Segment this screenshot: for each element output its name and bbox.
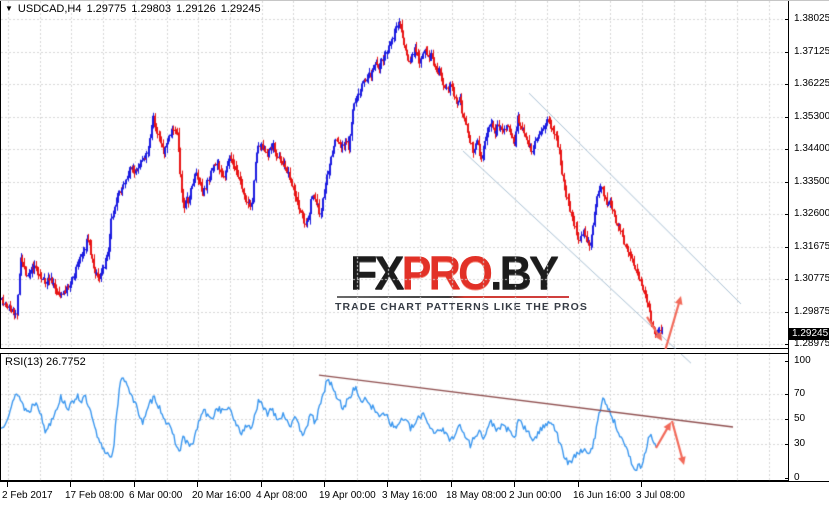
rsi-axis-label: 0 (794, 472, 800, 483)
axis-tick-mark (785, 247, 789, 248)
time-axis-label: 3 Jul 08:00 (636, 490, 685, 501)
axis-tick-mark (785, 478, 789, 479)
time-axis-tick-mark (7, 482, 8, 487)
time-axis-tick-mark (387, 482, 388, 487)
price-axis-label: 1.28975 (794, 338, 829, 349)
axis-tick-mark (785, 394, 789, 395)
time-axis-tick-mark (641, 482, 642, 487)
time-axis-tick-mark (197, 482, 198, 487)
axis-tick-mark (785, 444, 789, 445)
time-axis-tick-mark (261, 482, 262, 487)
ohlc-low: 1.29126 (176, 3, 216, 15)
price-axis-label: 1.32600 (794, 208, 829, 219)
rsi-axis-label: 50 (794, 412, 806, 424)
main-price-pane[interactable]: FXPRO.BY TRADE CHART PATTERNS LIKE THE P… (0, 1, 789, 349)
time-axis-label: 4 Apr 08:00 (256, 490, 308, 501)
axis-tick-mark (785, 344, 789, 345)
axis-tick-mark (785, 52, 789, 53)
rsi-axis-label: 100 (794, 355, 811, 366)
axis-tick-mark (785, 182, 789, 183)
time-axis-tick-mark (451, 482, 452, 487)
time-axis-tick-mark (70, 482, 71, 487)
symbol-dropdown-icon[interactable]: ▼ (5, 4, 13, 13)
price-axis-label: 1.36225 (794, 78, 829, 89)
axis-tick-mark (785, 361, 789, 362)
axis-tick-mark (785, 117, 789, 118)
time-axis-label: 20 Mar 16:00 (192, 490, 251, 501)
axis-tick-mark (785, 19, 789, 20)
rsi-indicator-pane[interactable]: RSI(13) 26.7752 (0, 354, 789, 481)
time-axis-label: 18 May 08:00 (446, 490, 507, 501)
current-price-tag: 1.29245 (789, 328, 829, 340)
ohlc-open: 1.29775 (86, 3, 127, 15)
axis-tick-mark (785, 279, 789, 280)
axis-tick-mark (785, 312, 789, 313)
time-axis-tick-mark (324, 482, 325, 487)
time-axis-label: 19 Apr 00:00 (319, 490, 376, 501)
time-axis-label: 16 Jun 16:00 (573, 490, 631, 501)
time-axis-tick-mark (514, 482, 515, 487)
rsi-header: RSI(13) 26.7752 (5, 356, 86, 368)
price-axis-label: 1.33500 (794, 175, 829, 187)
rsi-label: RSI(13) (5, 356, 43, 368)
axis-tick-mark (785, 214, 789, 215)
time-axis-tick-mark (578, 482, 579, 487)
time-axis[interactable]: 2 Feb 2017 17 Feb 08:00 6 Mar 00:00 20 Mar … (0, 481, 829, 507)
time-axis-label: 3 May 16:00 (382, 490, 438, 501)
price-axis-label: 1.35300 (794, 110, 829, 122)
price-axis-label: 1.37125 (794, 45, 829, 57)
axis-tick-mark (785, 419, 789, 420)
time-axis-label: 2 Jun 00:00 (509, 490, 562, 501)
rsi-axis-label: 70 (794, 388, 806, 399)
rsi-value: 26.7752 (45, 356, 86, 368)
price-axis[interactable]: 1.29245 1.38025 1.37125 1.36225 1.35300 1.34… (785, 1, 829, 483)
rsi-axis-label: 30 (794, 438, 806, 449)
time-axis-label: 6 Mar 00:00 (129, 490, 183, 501)
price-axis-label: 1.34400 (794, 143, 829, 154)
time-axis-label: 17 Feb 08:00 (65, 490, 124, 501)
time-axis-label: 2 Feb 2017 (2, 490, 53, 501)
candlestick-chart-canvas[interactable] (1, 1, 789, 349)
price-axis-label: 1.38025 (794, 13, 829, 24)
price-axis-label: 1.29875 (794, 305, 829, 317)
rsi-chart-canvas[interactable] (1, 354, 789, 481)
ohlc-high: 1.29803 (131, 3, 172, 15)
ohlc-close: 1.29245 (220, 3, 261, 15)
axis-tick-mark (785, 84, 789, 85)
ohlc-header: ▼ USDCAD,H4 1.29775 1.29803 1.29126 1.29245 (5, 3, 266, 15)
symbol-period-label: USDCAD,H4 (17, 3, 82, 15)
pane-separator[interactable] (0, 349, 788, 354)
time-axis-tick-mark (134, 482, 135, 487)
axis-tick-mark (785, 149, 789, 150)
price-axis-label: 1.31675 (794, 240, 829, 252)
price-axis-label: 1.30775 (794, 273, 829, 284)
